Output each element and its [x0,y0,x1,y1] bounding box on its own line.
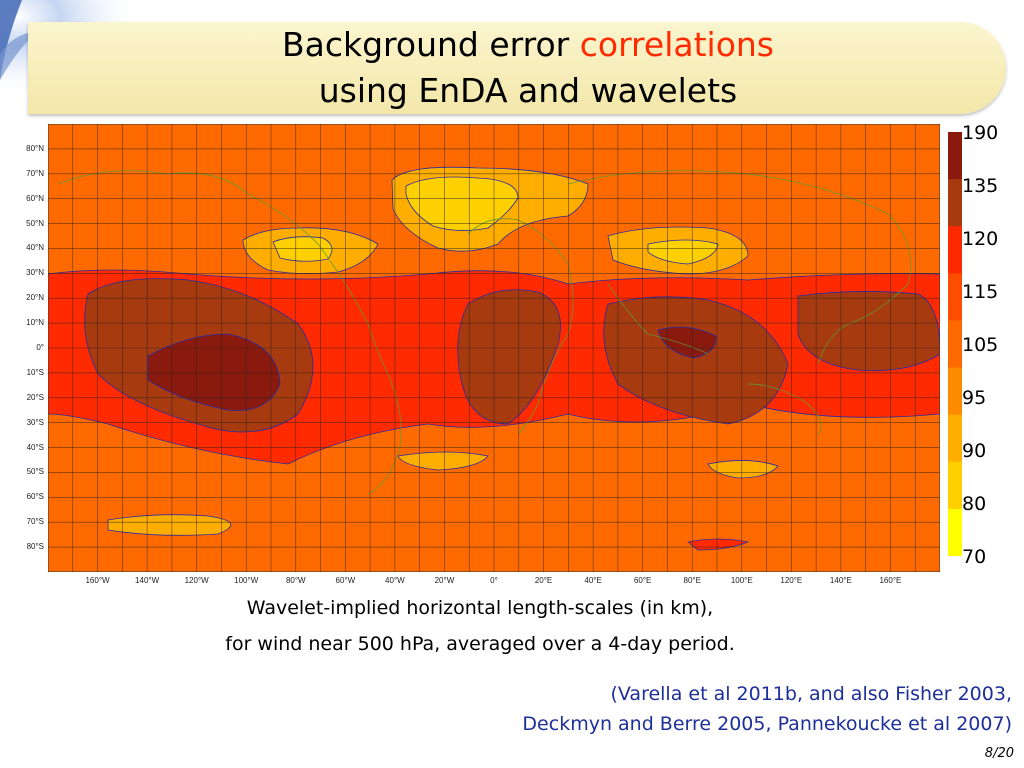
colorbar-segment [948,367,962,416]
longitude-tick-label: 80°W [285,576,306,585]
latitude-tick-label: 30°S [26,417,44,427]
longitude-tick-label: 100°E [730,576,753,585]
longitude-tick-label: 100°W [234,576,259,585]
title-band [28,22,1006,114]
longitude-tick-label: 120°W [184,576,209,585]
latitude-tick-label: 70°S [26,517,44,527]
latitude-tick-label: 10°S [26,367,44,377]
colorbar-segment [948,320,962,369]
slide-title: Background error correlations using EnDA… [28,22,1024,114]
region-pacific-core [147,333,281,411]
longitude-tick-label: 140°W [135,576,160,585]
colorbar-tick-label: 80 [962,493,987,515]
latitude-tick-label: 40°S [26,442,44,452]
title-highlight: correlations [579,25,774,64]
latitude-tick-label: 60°S [26,492,44,502]
latitude-tick-label: 10°N [26,318,44,328]
latitude-tick-label: 20°S [26,392,44,402]
colorbar-segment [948,508,962,556]
colorbar-tick-label: 135 [962,175,999,197]
latitude-tick-label: 30°N [26,268,44,278]
latitude-tick-label: 40°N [26,243,44,253]
colorbar-tick-label: 115 [962,281,999,303]
latitude-tick-label: 0° [36,343,44,352]
longitude-tick-label: 160°E [879,576,902,585]
colorbar-tick-label: 105 [962,334,999,356]
longitude-tick-label: 80°E [683,576,701,585]
longitude-tick-label: 20°E [534,576,553,585]
colorbar-segment [948,132,962,180]
region-north-america-core [272,236,333,262]
longitude-tick-label: 60°W [335,576,356,585]
reference-line2: Deckmyn and Berre 2005, Pannekoucke et a… [522,713,1012,735]
colorbar-segment [948,226,962,274]
colorbar-segment [948,179,962,227]
colorbar-tick-label: 190 [962,122,999,144]
region-asia-core [647,239,719,265]
latitude-tick-label: 50°S [26,467,44,477]
region-southern-ocean-low-1 [107,514,232,536]
latitude-tick-label: 50°N [26,218,44,228]
colorbar-tick-label: 70 [962,546,987,568]
colorbar-tick-label: 90 [962,440,987,462]
title-part1: Background error [281,25,580,64]
colorbar-segment [948,461,962,510]
longitude-tick-label: 0° [490,576,498,585]
region-north-atlantic-core [405,176,519,231]
latitude-tick-label: 80°S [26,542,44,552]
latitude-tick-label: 80°N [26,143,44,153]
longitude-tick-label: 60°E [633,576,652,585]
latitude-tick-label: 70°N [26,168,44,178]
colorbar-segment [948,273,962,321]
latitude-tick-label: 60°N [26,193,44,203]
title-line2: using EnDA and wavelets [318,71,738,110]
caption-line2: for wind near 500 hPa, averaged over a 4… [225,633,735,655]
colorbar-segment [948,414,962,463]
latitude-tick-label: 20°N [26,293,44,303]
longitude-tick-label: 40°W [385,576,405,585]
longitude-tick-label: 20°W [434,576,455,585]
region-west-pacific-max [797,291,940,372]
reference-line1: (Varella et al 2011b, and also Fisher 20… [610,683,1012,705]
colorbar-tick-label: 120 [962,228,999,250]
colorbar-tick-label: 95 [962,387,987,409]
region-southern-ocean-low-3 [707,460,779,479]
caption-line1: Wavelet-implied horizontal length-scales… [246,597,714,619]
longitude-tick-label: 40°E [584,576,602,585]
longitude-tick-label: 140°E [829,576,852,585]
colorbar [948,132,962,556]
map-grid [48,124,940,572]
region-southern-ocean-low-2 [397,451,489,471]
longitude-tick-label: 160°W [85,576,110,585]
length-scale-map [48,124,940,572]
page-number: 8/20 [984,746,1014,761]
longitude-tick-label: 120°E [780,576,803,585]
